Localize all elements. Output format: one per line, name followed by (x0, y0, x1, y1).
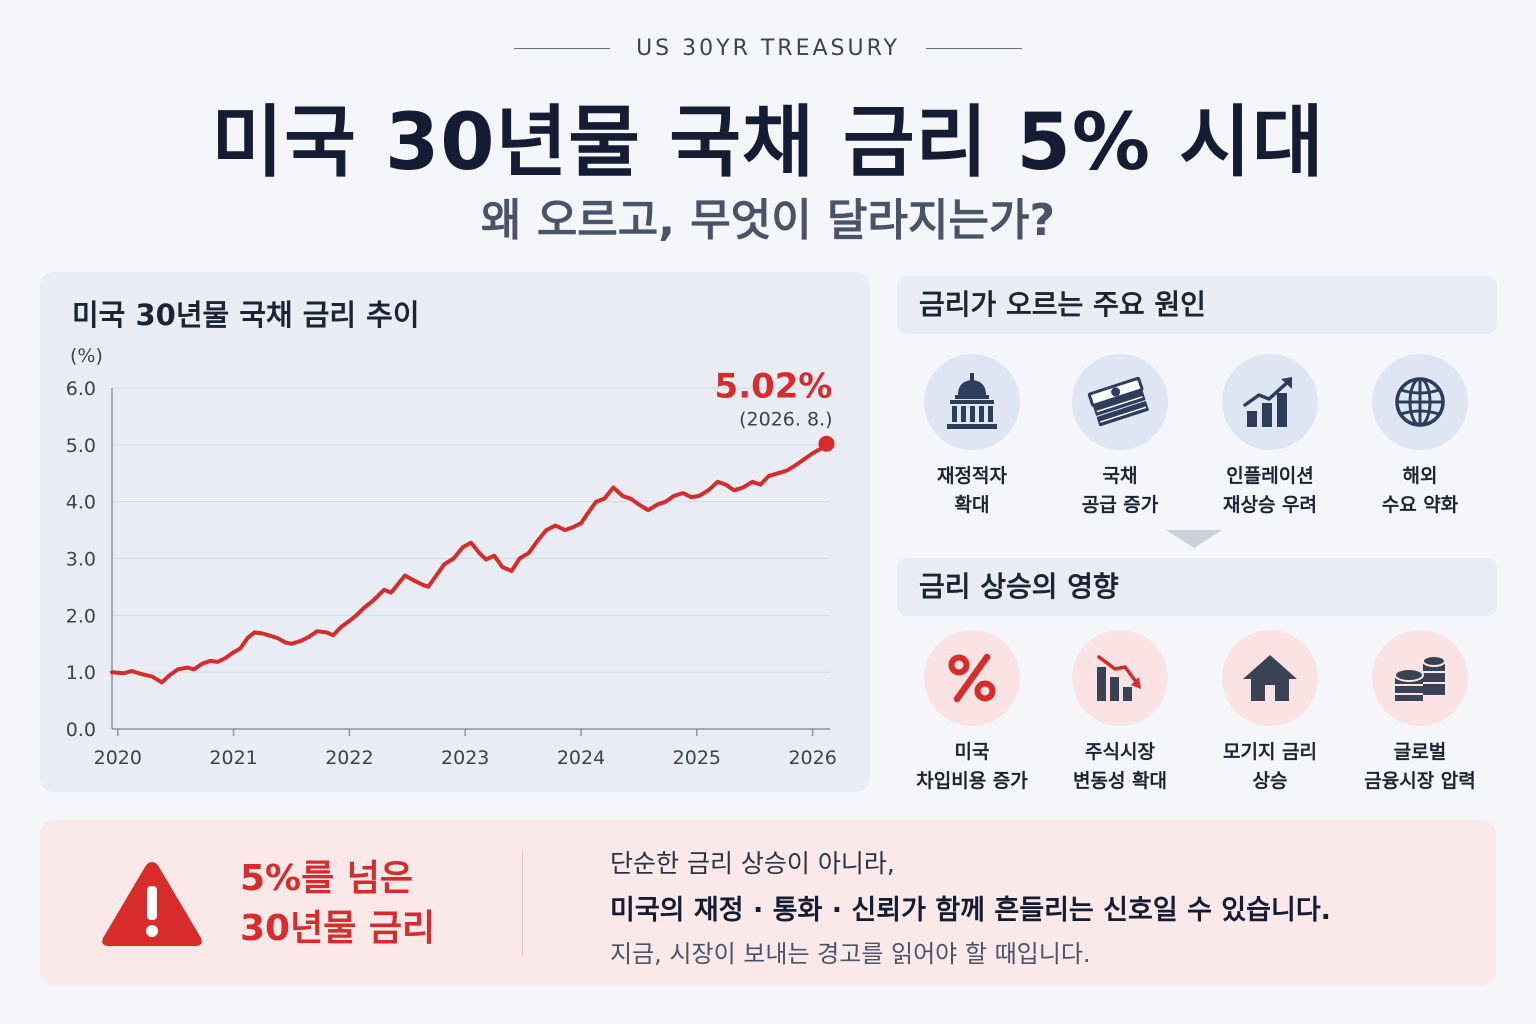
effect-label-line2: 차입비용 증가 (916, 770, 1028, 792)
chart-y-tick-label: 1.0 (66, 662, 96, 684)
effect-item-stock-volatility: 주식시장 변동성 확대 (1045, 630, 1195, 796)
warning-headline: 5%를 넘은 30년물 금리 (240, 854, 435, 954)
coin-stack-icon (1372, 630, 1468, 726)
cause-label: 인플레이션 재상승 우려 (1195, 462, 1345, 520)
page-title: 미국 30년물 국채 금리 5% 시대 (211, 98, 1325, 188)
effect-label: 글로벌 금융시장 압력 (1345, 738, 1495, 796)
chart-x-tick-label: 2020 (94, 747, 142, 769)
falling-bar-chart-icon (1072, 630, 1168, 726)
chart-grid (112, 387, 830, 673)
percent-icon (924, 630, 1020, 726)
globe-icon (1372, 354, 1468, 450)
chart-title: 미국 30년물 국채 금리 추이 (72, 298, 420, 332)
effect-label: 모기지 금리 상승 (1195, 738, 1345, 796)
kicker-right-rule (925, 48, 1022, 49)
chart-y-tick-label: 5.0 (66, 435, 96, 457)
causes-heading: 금리가 오르는 주요 원인 (897, 276, 1497, 334)
effect-label-line1: 주식시장 (1085, 741, 1155, 763)
cause-label-line1: 재정적자 (937, 465, 1007, 487)
kicker-text: US 30YR TREASURY (636, 36, 900, 61)
effect-label-line2: 금융시장 압력 (1364, 770, 1476, 792)
chart-series-points (111, 435, 835, 683)
effects-heading: 금리 상승의 영향 (897, 558, 1497, 616)
chart-x-ticks: 2020 2021 2022 2023 2024 2025 2026 (94, 729, 837, 769)
chart-card: 0.0 1.0 2.0 3.0 4.0 5.0 6.0 2020 2021 2022 2023 20… (40, 272, 870, 792)
kicker-left-rule (514, 48, 611, 49)
chart-y-tick-label: 6.0 (66, 378, 96, 400)
effect-label: 주식시장 변동성 확대 (1045, 738, 1195, 796)
chart-annotation-date: (2026. 8.) (739, 409, 832, 431)
cause-label: 재정적자 확대 (897, 462, 1047, 520)
cause-item-bond-supply: 국채 공급 증가 (1045, 354, 1195, 520)
effect-item-borrowing-cost: 미국 차입비용 증가 (897, 630, 1047, 796)
chart-y-tick-label: 0.0 (66, 719, 96, 741)
money-stack-icon (1072, 354, 1168, 450)
cause-label-line1: 국채 (1102, 465, 1138, 487)
yield-line-chart: 0.01.02.03.04.05.06.0 2020 2021 2022 2023 20… (66, 345, 837, 769)
banner-message-2: 미국의 재정 · 통화 · 신뢰가 함께 흔들리는 신호일 수 있습니다. (610, 895, 1331, 926)
effect-label-line2: 변동성 확대 (1072, 770, 1167, 792)
cause-label-line2: 확대 (954, 494, 990, 516)
kicker: US 30YR TREASURY (0, 36, 1536, 61)
effect-item-mortgage-rate: 모기지 금리 상승 (1195, 630, 1345, 796)
effect-label-line1: 모기지 금리 (1222, 741, 1317, 763)
chart-x-tick-label: 2025 (673, 747, 721, 769)
chart-y-tick-label: 4.0 (66, 492, 96, 514)
rising-bar-chart-icon (1222, 354, 1318, 450)
effect-label-line1: 글로벌 (1393, 741, 1447, 763)
cause-label-line2: 공급 증가 (1081, 494, 1159, 516)
effect-item-global-markets: 글로벌 금융시장 압력 (1345, 630, 1495, 796)
warning-headline-line2: 30년물 금리 (240, 908, 436, 949)
chart-latest-point-marker (818, 435, 835, 452)
chart-x-tick-label: 2021 (209, 747, 257, 769)
banner-message-3: 지금, 시장이 보내는 경고를 읽어야 할 때입니다. (610, 940, 1091, 968)
cause-item-fiscal-deficit: 재정적자 확대 (897, 354, 1047, 520)
cause-item-inflation: 인플레이션 재상승 우려 (1195, 354, 1345, 520)
page-subtitle: 왜 오르고, 무엇이 달라지는가? (481, 195, 1055, 246)
warning-banner: 5%를 넘은 30년물 금리 단순한 금리 상승이 아니라, 미국의 재정 · … (40, 820, 1496, 986)
chart-x-tick-label: 2023 (441, 747, 489, 769)
chart-x-tick-label: 2022 (325, 747, 373, 769)
warning-headline-line1: 5%를 넘은 (240, 858, 414, 899)
banner-message-1: 단순한 금리 상승이 아니라, (610, 849, 895, 878)
cause-label-line1: 인플레이션 (1226, 465, 1314, 487)
cause-label: 해외 수요 약화 (1345, 462, 1495, 520)
chart-y-axis-label: (%) (70, 345, 103, 367)
effect-label-line1: 미국 (954, 741, 990, 763)
chart-series-line (110, 441, 829, 685)
cause-label-line2: 재상승 우려 (1222, 494, 1317, 516)
effect-label: 미국 차입비용 증가 (897, 738, 1047, 796)
cause-label-line2: 수요 약화 (1381, 494, 1459, 516)
flow-arrow-down (1166, 530, 1222, 548)
chart-x-tick-label: 2026 (788, 747, 836, 769)
warning-triangle-icon (98, 856, 206, 956)
chart-y-tick-label: 3.0 (66, 549, 96, 571)
chart-x-tick-label: 2024 (557, 747, 605, 769)
chart-y-tick-label: 2.0 (66, 605, 96, 627)
cause-item-foreign-demand: 해외 수요 약화 (1345, 354, 1495, 520)
cause-label: 국채 공급 증가 (1045, 462, 1195, 520)
capitol-building-icon (924, 354, 1020, 450)
chart-y-ticks: 0.0 1.0 2.0 3.0 4.0 5.0 6.0 (66, 378, 96, 741)
cause-label-line1: 해외 (1402, 465, 1438, 487)
banner-divider (522, 850, 523, 956)
house-icon (1222, 630, 1318, 726)
chart-annotation-value: 5.02% (715, 367, 833, 407)
effect-label-line2: 상승 (1252, 770, 1288, 792)
